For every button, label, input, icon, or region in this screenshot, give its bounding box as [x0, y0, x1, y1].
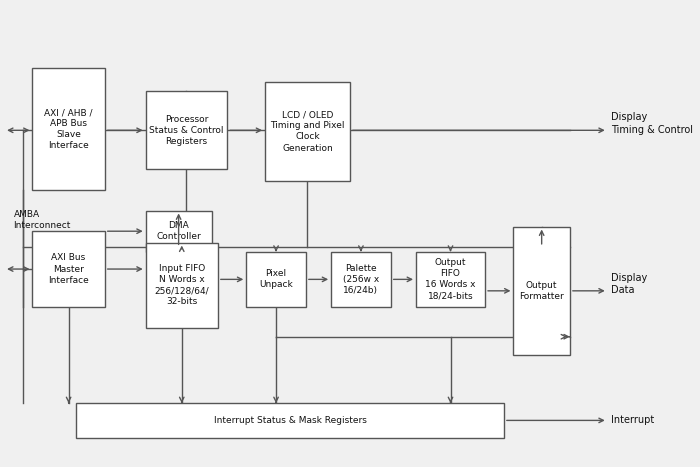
FancyBboxPatch shape: [265, 82, 350, 181]
FancyBboxPatch shape: [32, 231, 105, 307]
FancyBboxPatch shape: [246, 252, 306, 307]
Text: AMBA
Interconnect: AMBA Interconnect: [13, 210, 71, 230]
FancyBboxPatch shape: [513, 226, 570, 355]
Text: Display
Data: Display Data: [611, 273, 647, 295]
Text: LCD / OLED
Timing and Pixel
Clock
Generation: LCD / OLED Timing and Pixel Clock Genera…: [270, 110, 344, 153]
FancyBboxPatch shape: [146, 92, 228, 169]
FancyBboxPatch shape: [146, 211, 211, 252]
Text: Pixel
Unpack: Pixel Unpack: [259, 269, 293, 290]
Text: DMA
Controller: DMA Controller: [156, 221, 201, 241]
FancyBboxPatch shape: [331, 252, 391, 307]
FancyBboxPatch shape: [146, 243, 218, 327]
Text: Palette
(256w x
16/24b): Palette (256w x 16/24b): [343, 264, 379, 295]
Text: Interrupt: Interrupt: [611, 416, 654, 425]
Text: Processor
Status & Control
Registers: Processor Status & Control Registers: [149, 115, 224, 146]
Text: Display
Timing & Control: Display Timing & Control: [611, 112, 693, 134]
Text: Interrupt Status & Mask Registers: Interrupt Status & Mask Registers: [214, 416, 367, 425]
Text: Output
Formatter: Output Formatter: [519, 281, 564, 301]
Text: AXI Bus
Master
Interface: AXI Bus Master Interface: [48, 254, 89, 285]
Text: Input FIFO
N Words x
256/128/64/
32-bits: Input FIFO N Words x 256/128/64/ 32-bits: [155, 264, 209, 306]
Text: AXI / AHB /
APB Bus
Slave
Interface: AXI / AHB / APB Bus Slave Interface: [44, 108, 93, 150]
FancyBboxPatch shape: [32, 68, 105, 190]
Text: Output
FIFO
16 Words x
18/24-bits: Output FIFO 16 Words x 18/24-bits: [426, 258, 476, 301]
FancyBboxPatch shape: [76, 403, 504, 438]
FancyBboxPatch shape: [416, 252, 485, 307]
